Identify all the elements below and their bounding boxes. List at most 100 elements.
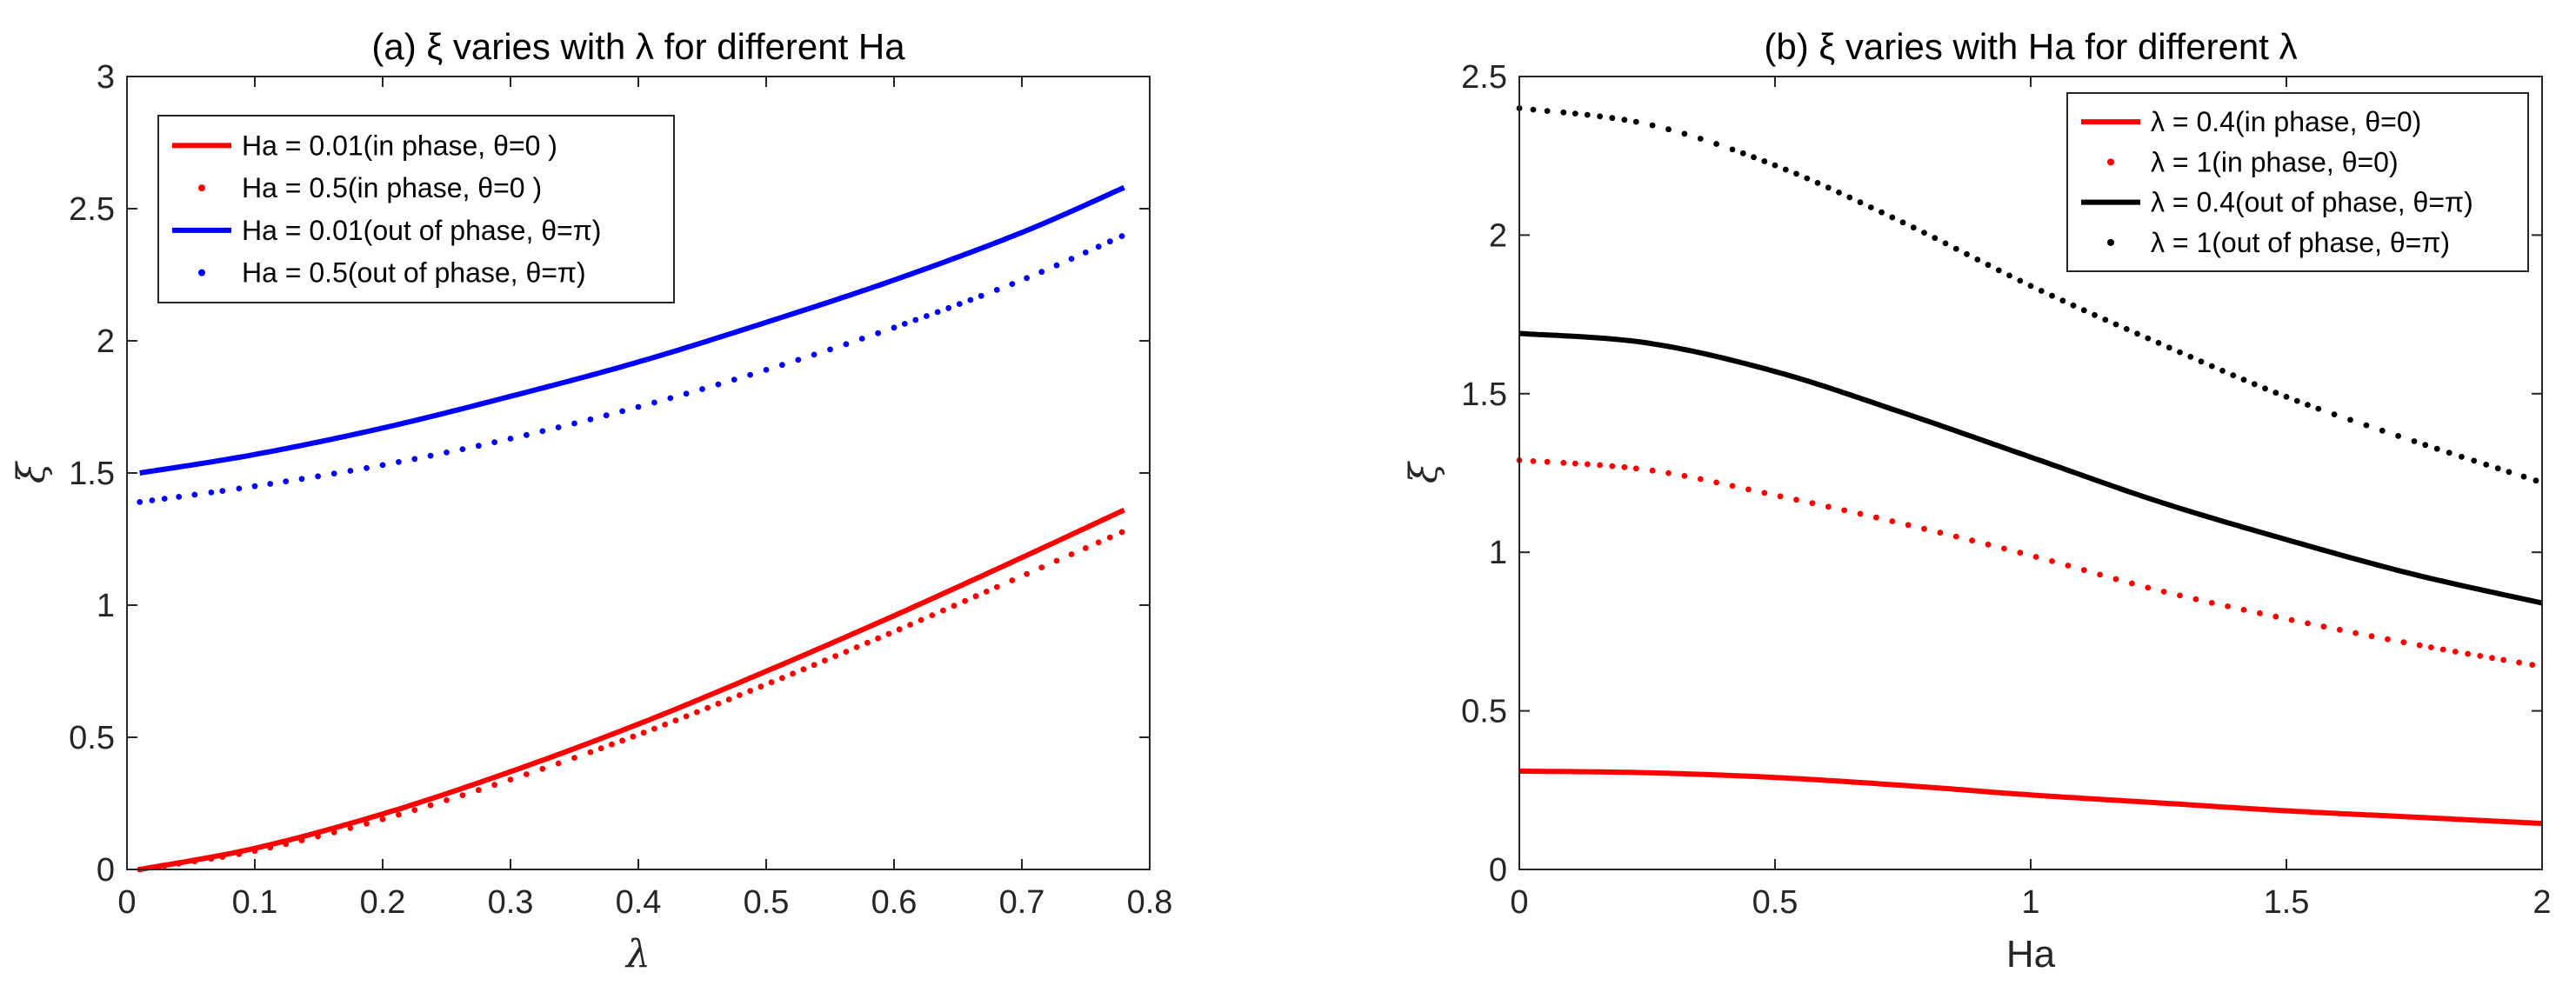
series-dot (2160, 589, 2167, 595)
ticks-a: 0 0.1 0.2 0.3 0.4 0.5 0.6 0.7 0.8 0 0.5 1 1.5 2 2.5 3 (69, 59, 1172, 921)
series-dot (1038, 269, 1045, 276)
series-dot (619, 737, 625, 744)
series-dot (1804, 175, 1811, 182)
series-dot (1825, 184, 1832, 191)
series-dot (2439, 646, 2446, 653)
series-dot (1095, 243, 1102, 250)
series-dot (2293, 397, 2300, 404)
series-dot (1761, 490, 1768, 496)
series-dot (1729, 483, 1736, 490)
legend-entry-label: Ha = 0.01(in phase, θ=0 ) (242, 130, 557, 161)
series-dot (662, 722, 668, 728)
series-dot (2219, 368, 2226, 374)
series-dot (2483, 462, 2490, 468)
series-dot (539, 765, 546, 772)
series-dot (1952, 245, 1959, 252)
series-dot (635, 403, 642, 410)
series-dot (1530, 106, 1537, 113)
series-dot (1713, 479, 1719, 486)
series-dot (315, 473, 321, 480)
series-dot (1681, 130, 1688, 137)
series-dot (555, 424, 562, 430)
series-group-b (1516, 105, 2543, 827)
series-dot (2305, 402, 2311, 408)
series-dot (2006, 272, 2012, 279)
series-dot (2145, 584, 2152, 591)
series-dot (330, 829, 337, 836)
series-dot (858, 336, 865, 342)
series-dot (2208, 363, 2215, 370)
series-dot (1068, 256, 1075, 263)
series-dot (1106, 534, 1113, 541)
ticks-b: 0 0.5 1 1.5 2 0 0.5 1 1.5 2 2.5 (1461, 59, 2551, 921)
x-tick-label: 0.2 (360, 884, 406, 921)
series-dot (379, 816, 386, 823)
series-dot (524, 431, 530, 438)
series-dot (2477, 653, 2484, 659)
series-dot (1572, 110, 1578, 117)
series-dot (2177, 592, 2183, 599)
series-dot (1649, 467, 1656, 474)
series-dot (1857, 199, 1864, 206)
series-dot (2230, 372, 2237, 378)
y-tick-label: 0.5 (69, 720, 115, 756)
series-dots (137, 233, 1125, 505)
series-dot (768, 679, 775, 686)
series-dot (2471, 457, 2478, 464)
series-dot (1889, 518, 1896, 524)
series-dot (347, 825, 354, 831)
series-dot (1745, 486, 1752, 493)
series-dot (694, 709, 700, 716)
series-dot (491, 439, 497, 445)
series-dot (853, 644, 860, 650)
series-dot (161, 496, 168, 502)
series-dot (1921, 525, 1927, 532)
series-dot (364, 464, 370, 471)
series-dot (587, 749, 594, 756)
series-dot (779, 675, 785, 682)
series-dot (1621, 463, 1628, 470)
series-dot (1782, 166, 1789, 173)
series-dot (2225, 603, 2232, 609)
legend-swatch-dot (2107, 158, 2114, 166)
series-dot (2070, 302, 2077, 309)
series-dot (1969, 537, 1976, 544)
series-dot (956, 301, 963, 307)
series-dot (918, 616, 924, 623)
series-dot (1106, 238, 1113, 245)
series-dots (137, 529, 1125, 873)
series-dot (2489, 655, 2495, 662)
series-dot (444, 450, 450, 456)
series-dot (1857, 510, 1864, 517)
series-dot (191, 858, 198, 865)
series-dot (737, 692, 743, 698)
series-dot (2208, 600, 2215, 606)
chart-title-a: (a) ξ varies with λ for different Ha (371, 26, 905, 67)
series-dot (1921, 230, 1927, 236)
series-dot (1814, 180, 1821, 186)
x-tick-label: 0 (1510, 884, 1528, 921)
series-dot (571, 420, 577, 427)
series-dot (507, 776, 514, 783)
x-tick-label: 1 (2021, 884, 2039, 921)
series-dot (640, 729, 647, 736)
series-dot (2059, 297, 2066, 304)
series-dot (1825, 503, 1832, 510)
series-dot (1995, 267, 2002, 274)
series-dot (2336, 627, 2343, 633)
series-dot (2187, 354, 2194, 360)
series-dot (396, 811, 402, 818)
series-dot (609, 741, 615, 748)
series-dot (1739, 150, 1746, 157)
series-dot (2166, 344, 2172, 351)
series-dot (757, 683, 764, 690)
series-dot (978, 292, 984, 299)
series-dot (2272, 613, 2279, 620)
series-dot (912, 316, 919, 323)
series-dot (411, 456, 418, 463)
x-tick-label: 0.5 (1752, 884, 1799, 921)
series-dot (2411, 438, 2418, 444)
series-dot (330, 470, 337, 477)
series-dot (891, 324, 898, 331)
series-dot (715, 381, 722, 388)
